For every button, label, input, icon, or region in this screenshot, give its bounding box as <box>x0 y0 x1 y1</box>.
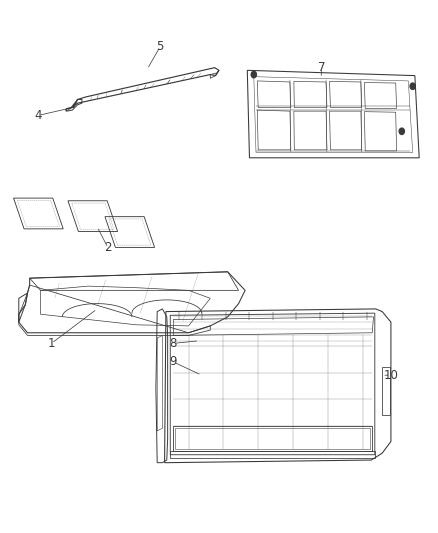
Text: 2: 2 <box>104 241 112 254</box>
Text: 7: 7 <box>318 61 325 74</box>
Text: 1: 1 <box>48 337 55 350</box>
Circle shape <box>251 71 256 78</box>
Text: 9: 9 <box>170 356 177 368</box>
Text: 10: 10 <box>384 369 398 382</box>
Circle shape <box>399 128 404 134</box>
Circle shape <box>410 83 415 90</box>
Text: 5: 5 <box>156 40 164 53</box>
Text: 4: 4 <box>35 109 42 122</box>
Text: 8: 8 <box>170 337 177 350</box>
